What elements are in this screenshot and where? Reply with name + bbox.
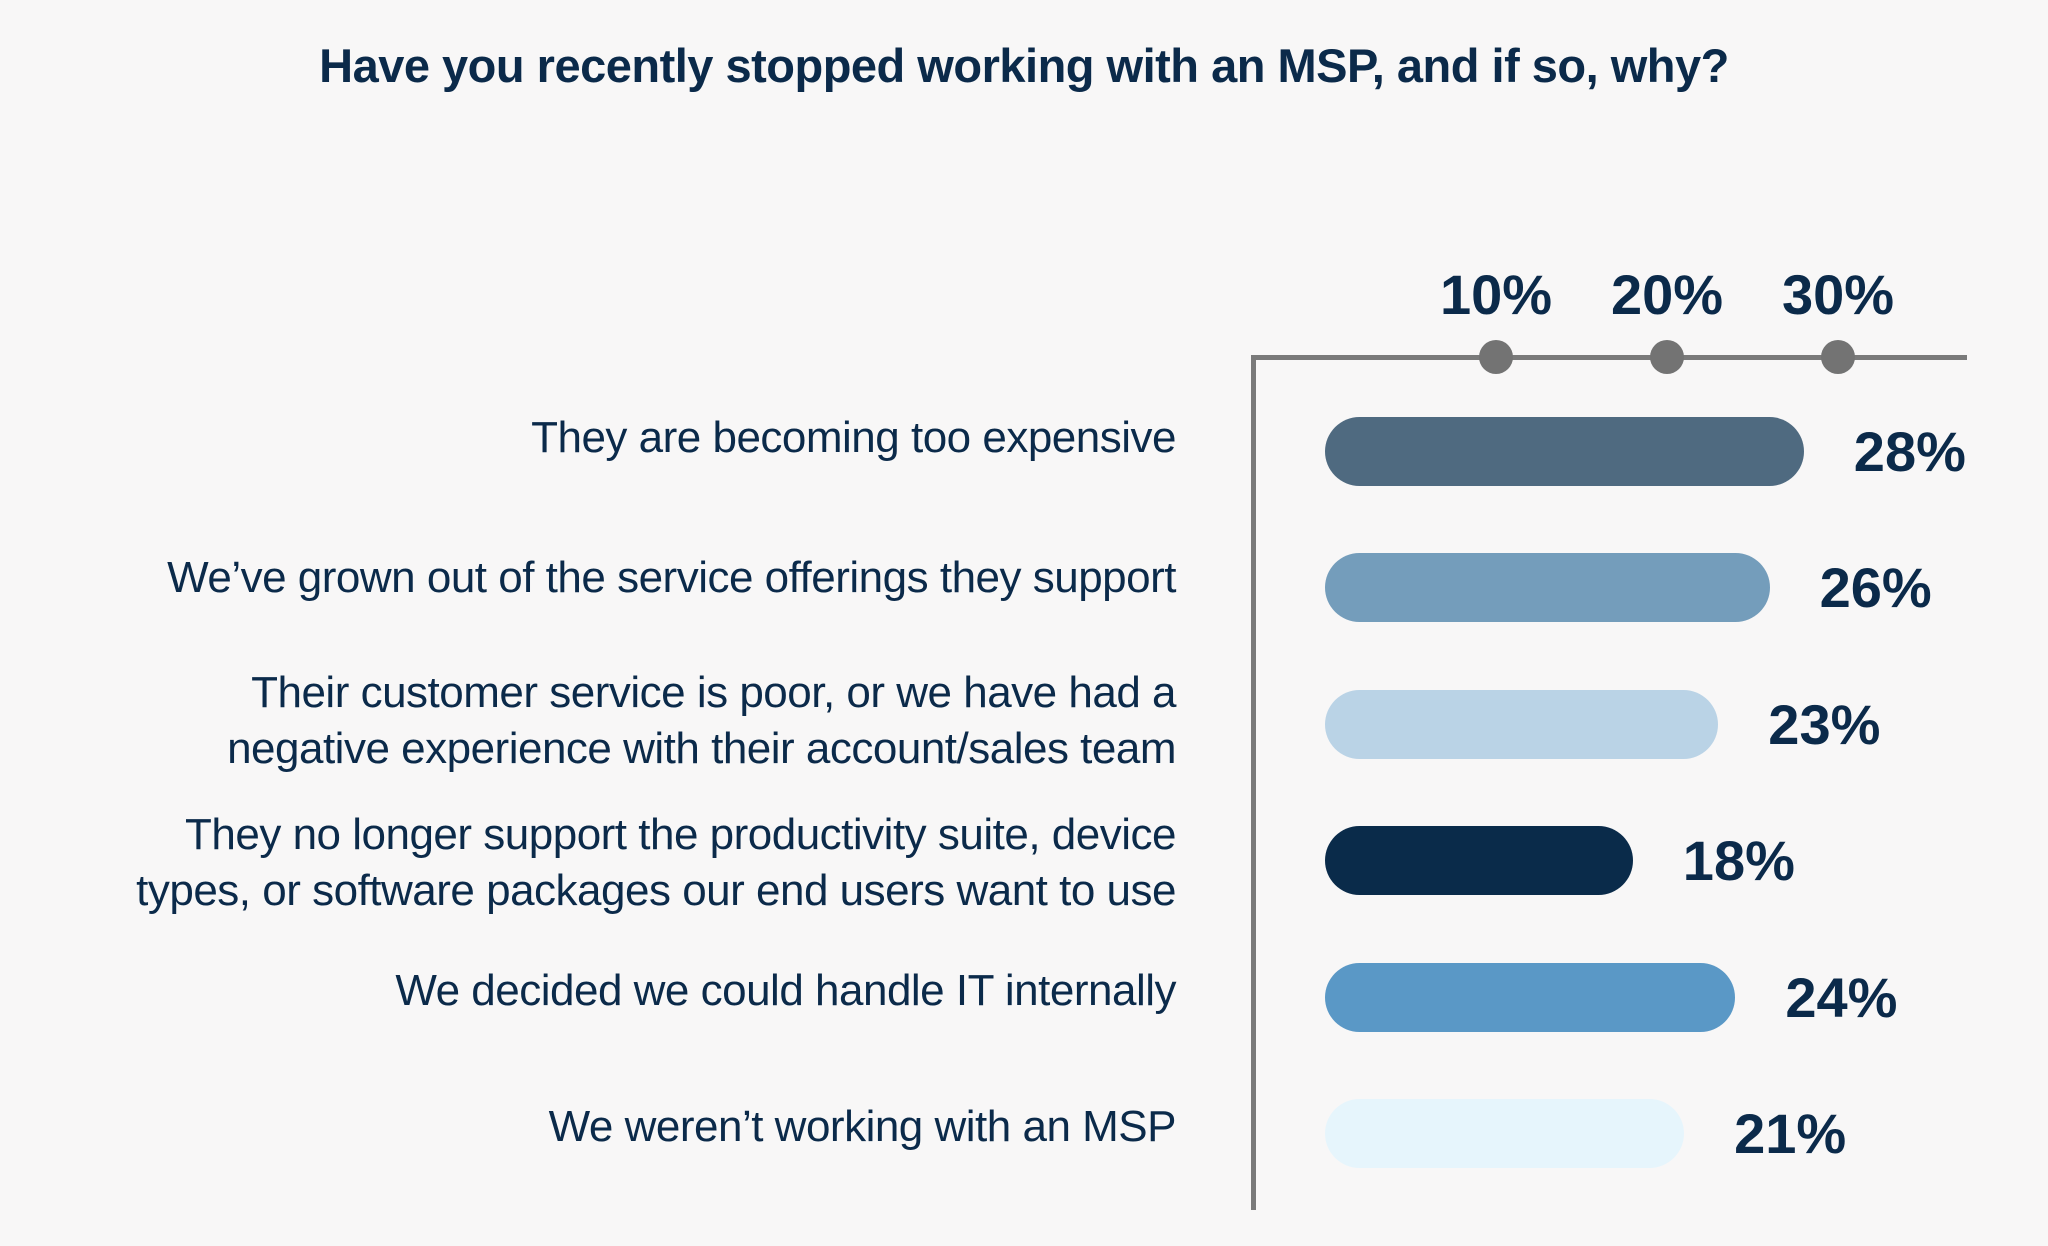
row-label-line: negative experience with their account/s…: [227, 724, 1176, 773]
row-label-line: types, or software packages our end user…: [136, 866, 1176, 915]
value-label: 28%: [1853, 420, 1966, 483]
value-label: 26%: [1819, 556, 1932, 619]
row-label: We weren’t working with an MSP: [548, 1102, 1177, 1151]
tick-dot-20: [1650, 340, 1684, 374]
chart-title: Have you recently stopped working with a…: [319, 39, 1729, 92]
tick-dot-10: [1479, 340, 1513, 374]
row-label: They no longer support the productivity …: [16, 807, 1176, 919]
row-label: We’ve grown out of the service offerings…: [167, 553, 1176, 602]
tick-label-10: 10%: [1439, 263, 1553, 326]
bar: [1325, 553, 1770, 622]
row-label: They are becoming too expensive: [531, 413, 1176, 462]
value-label: 24%: [1785, 966, 1898, 1029]
bar: [1325, 690, 1719, 759]
value-label: 18%: [1682, 829, 1795, 892]
row-label: Their customer service is poor, or we ha…: [16, 665, 1176, 777]
tick-label-30: 30%: [1781, 263, 1895, 326]
bar: [1325, 963, 1736, 1032]
tick-label-20: 20%: [1610, 263, 1724, 326]
tick-dot-30: [1821, 340, 1855, 374]
row-label-line: Their customer service is poor, or we ha…: [251, 668, 1176, 717]
y-axis-line: [1251, 355, 1256, 1210]
bar: [1325, 826, 1633, 895]
value-label: 23%: [1768, 693, 1881, 756]
value-label: 21%: [1734, 1102, 1847, 1165]
bar: [1325, 1099, 1685, 1168]
row-label: We decided we could handle IT internally: [395, 966, 1176, 1015]
x-axis-line: [1251, 355, 1967, 360]
row-label-line: They no longer support the productivity …: [185, 810, 1176, 859]
bar: [1325, 417, 1804, 486]
